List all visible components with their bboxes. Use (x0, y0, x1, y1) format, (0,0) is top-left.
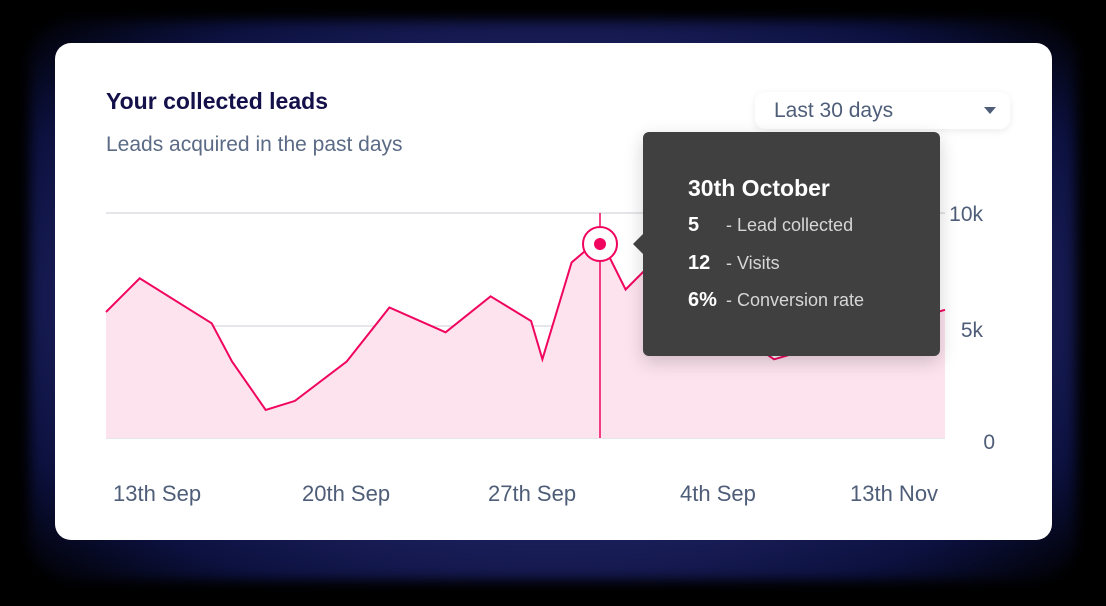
y-tick-5k: 5k (960, 319, 983, 342)
area-fill (106, 240, 945, 438)
y-tick-10k: 10k (949, 203, 983, 226)
card-title: Your collected leads (106, 88, 328, 114)
date-range-value: Last 30 days (774, 98, 894, 122)
caret-down-icon (984, 107, 996, 114)
x-tick-5: 13th Nov (850, 481, 939, 506)
date-range-select[interactable]: Last 30 days (755, 92, 1010, 129)
tooltip-leads-value: 5 (688, 214, 700, 236)
hover-point-dot (594, 238, 606, 250)
chart-tooltip: 30th October 5 - Lead collected 12 - Vis… (633, 132, 940, 356)
leads-card: Your collected leads Leads acquired in t… (55, 43, 1052, 540)
tooltip-row-leads: 5 - Lead collected (688, 214, 853, 237)
x-tick-4: 4th Sep (680, 481, 756, 506)
tooltip-visits-value: 12 (688, 252, 711, 274)
y-tick-0: 0 (983, 431, 995, 454)
x-tick-3: 27th Sep (488, 481, 577, 506)
tooltip-row-visits: 12 - Visits (688, 252, 780, 275)
card-subtitle: Leads acquired in the past days (106, 133, 403, 156)
tooltip-leads-label: - Lead collected (726, 215, 854, 235)
tooltip-date: 30th October (688, 175, 830, 201)
tooltip-visits-label: - Visits (726, 253, 780, 273)
tooltip-conversion-value: 6% (688, 289, 717, 311)
area-line (105, 238, 946, 412)
x-tick-1: 13th Sep (113, 481, 202, 506)
x-tick-2: 20th Sep (302, 481, 391, 506)
tooltip-row-conversion: 6% - Conversion rate (688, 289, 864, 312)
tooltip-conversion-label: - Conversion rate (726, 290, 865, 310)
